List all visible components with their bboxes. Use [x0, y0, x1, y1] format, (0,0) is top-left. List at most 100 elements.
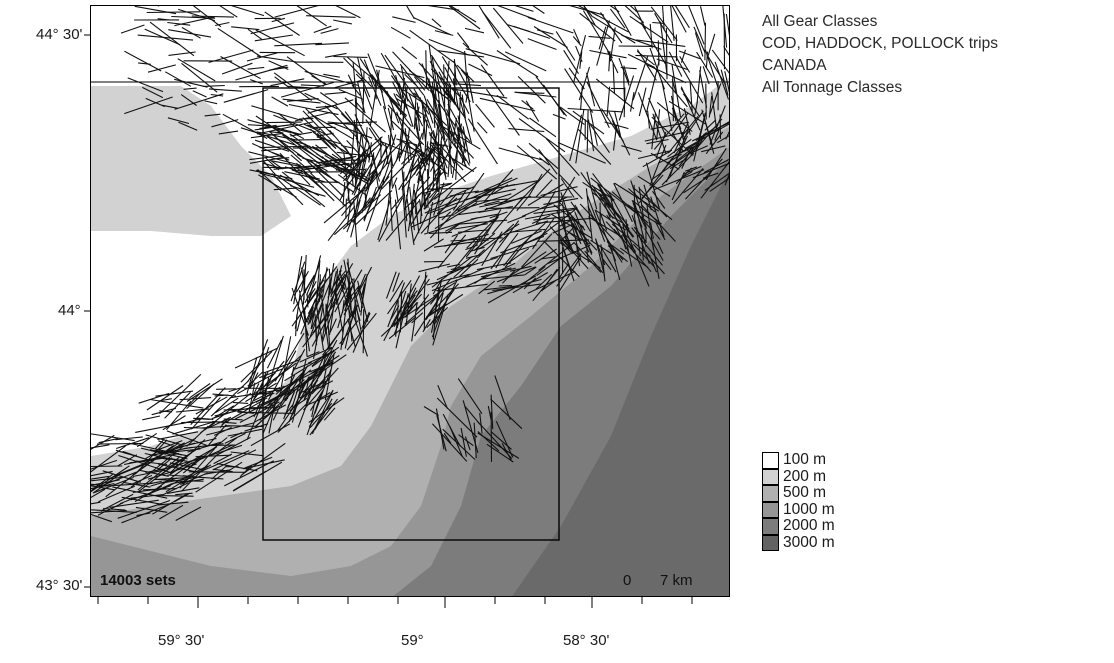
- fishing-track: [250, 423, 291, 447]
- fishing-track: [424, 217, 478, 235]
- fishing-track: [221, 62, 253, 75]
- fishing-track: [498, 147, 543, 161]
- fishing-track: [122, 450, 144, 460]
- fishing-track: [334, 288, 344, 335]
- fishing-track: [204, 100, 218, 105]
- fishing-track: [456, 64, 475, 83]
- fishing-track: [216, 388, 237, 390]
- fishing-track: [641, 174, 664, 199]
- fishing-track: [427, 6, 460, 11]
- fishing-track: [390, 119, 409, 138]
- fishing-track: [668, 146, 694, 168]
- fishing-track: [592, 12, 629, 33]
- fishing-track: [671, 64, 682, 118]
- fishing-track: [442, 413, 461, 447]
- fishing-track: [266, 339, 283, 369]
- fishing-track: [175, 492, 193, 496]
- fishing-track: [387, 94, 412, 127]
- fishing-track: [181, 62, 218, 93]
- fishing-track: [167, 117, 190, 125]
- fishing-track: [343, 141, 383, 178]
- fishing-track: [579, 12, 616, 42]
- fishing-track: [247, 66, 265, 70]
- fishing-track: [290, 137, 329, 166]
- fishing-track: [450, 237, 503, 242]
- fishing-track: [404, 73, 417, 86]
- fishing-track: [699, 70, 708, 108]
- fishing-track: [723, 46, 729, 56]
- fishing-track: [459, 97, 473, 144]
- fishing-track: [255, 115, 292, 141]
- fishing-track: [513, 168, 551, 209]
- fishing-track: [485, 88, 520, 136]
- fishing-track: [314, 369, 332, 414]
- fishing-track: [675, 55, 704, 104]
- fishing-track: [344, 97, 386, 133]
- fishing-track: [290, 261, 306, 302]
- fishing-track: [436, 397, 478, 438]
- fishing-track: [421, 99, 427, 148]
- map-panel[interactable]: [90, 5, 730, 597]
- fishing-track: [464, 27, 485, 34]
- fishing-track: [409, 29, 455, 64]
- fishing-track: [271, 160, 307, 169]
- species-trips-label: COD, HADDOCK, POLLOCK trips: [762, 35, 998, 52]
- fishing-track: [91, 475, 109, 480]
- fishing-track: [589, 49, 627, 59]
- fishing-track: [521, 196, 568, 218]
- fishing-track: [495, 250, 507, 269]
- fishing-track: [296, 313, 303, 332]
- fishing-track: [329, 155, 357, 162]
- fishing-track: [622, 223, 633, 267]
- fishing-track: [705, 148, 727, 181]
- fishing-track: [324, 91, 346, 95]
- fishing-track: [136, 512, 151, 517]
- fishing-track: [437, 234, 467, 269]
- fishing-track: [620, 235, 627, 250]
- fishing-track: [399, 136, 410, 159]
- fishing-track: [654, 221, 666, 241]
- fishing-track: [291, 288, 320, 327]
- fishing-track: [518, 232, 548, 248]
- fishing-track: [624, 6, 645, 24]
- fishing-track: [423, 238, 444, 252]
- fishing-track: [214, 407, 252, 417]
- fishing-track: [490, 232, 519, 270]
- fishing-track: [352, 161, 357, 183]
- fishing-track: [168, 51, 196, 56]
- fishing-track: [573, 28, 581, 44]
- fishing-track: [165, 71, 192, 87]
- fishing-track: [685, 166, 698, 172]
- fishing-track: [181, 27, 201, 39]
- x-tick-label: 58° 30': [563, 632, 610, 649]
- fishing-track: [440, 182, 453, 186]
- fishing-track: [464, 188, 516, 201]
- fishing-track: [717, 135, 729, 144]
- fishing-track: [510, 228, 546, 233]
- fishing-track: [314, 398, 333, 430]
- fishing-track: [130, 493, 164, 499]
- fishing-track: [262, 159, 278, 177]
- fishing-track: [144, 451, 158, 460]
- fishing-track: [311, 114, 354, 140]
- fishing-track: [696, 51, 714, 78]
- fishing-track: [405, 132, 423, 182]
- fishing-track: [327, 205, 356, 242]
- fishing-track: [428, 187, 439, 199]
- fishing-track: [157, 18, 170, 21]
- fishing-track: [311, 75, 327, 85]
- fishing-track: [334, 123, 373, 139]
- fishing-track: [362, 71, 365, 124]
- fishing-track: [248, 151, 302, 166]
- fishing-track: [251, 105, 304, 122]
- fishing-track: [621, 145, 642, 153]
- fishing-track: [258, 174, 297, 198]
- fishing-track: [532, 6, 545, 14]
- fishing-track: [450, 265, 469, 271]
- fishing-track: [640, 204, 676, 242]
- fishing-track: [413, 190, 420, 234]
- fishing-track: [558, 263, 570, 280]
- fishing-track: [337, 297, 348, 329]
- fishing-track: [378, 197, 403, 243]
- fishing-track: [351, 310, 369, 357]
